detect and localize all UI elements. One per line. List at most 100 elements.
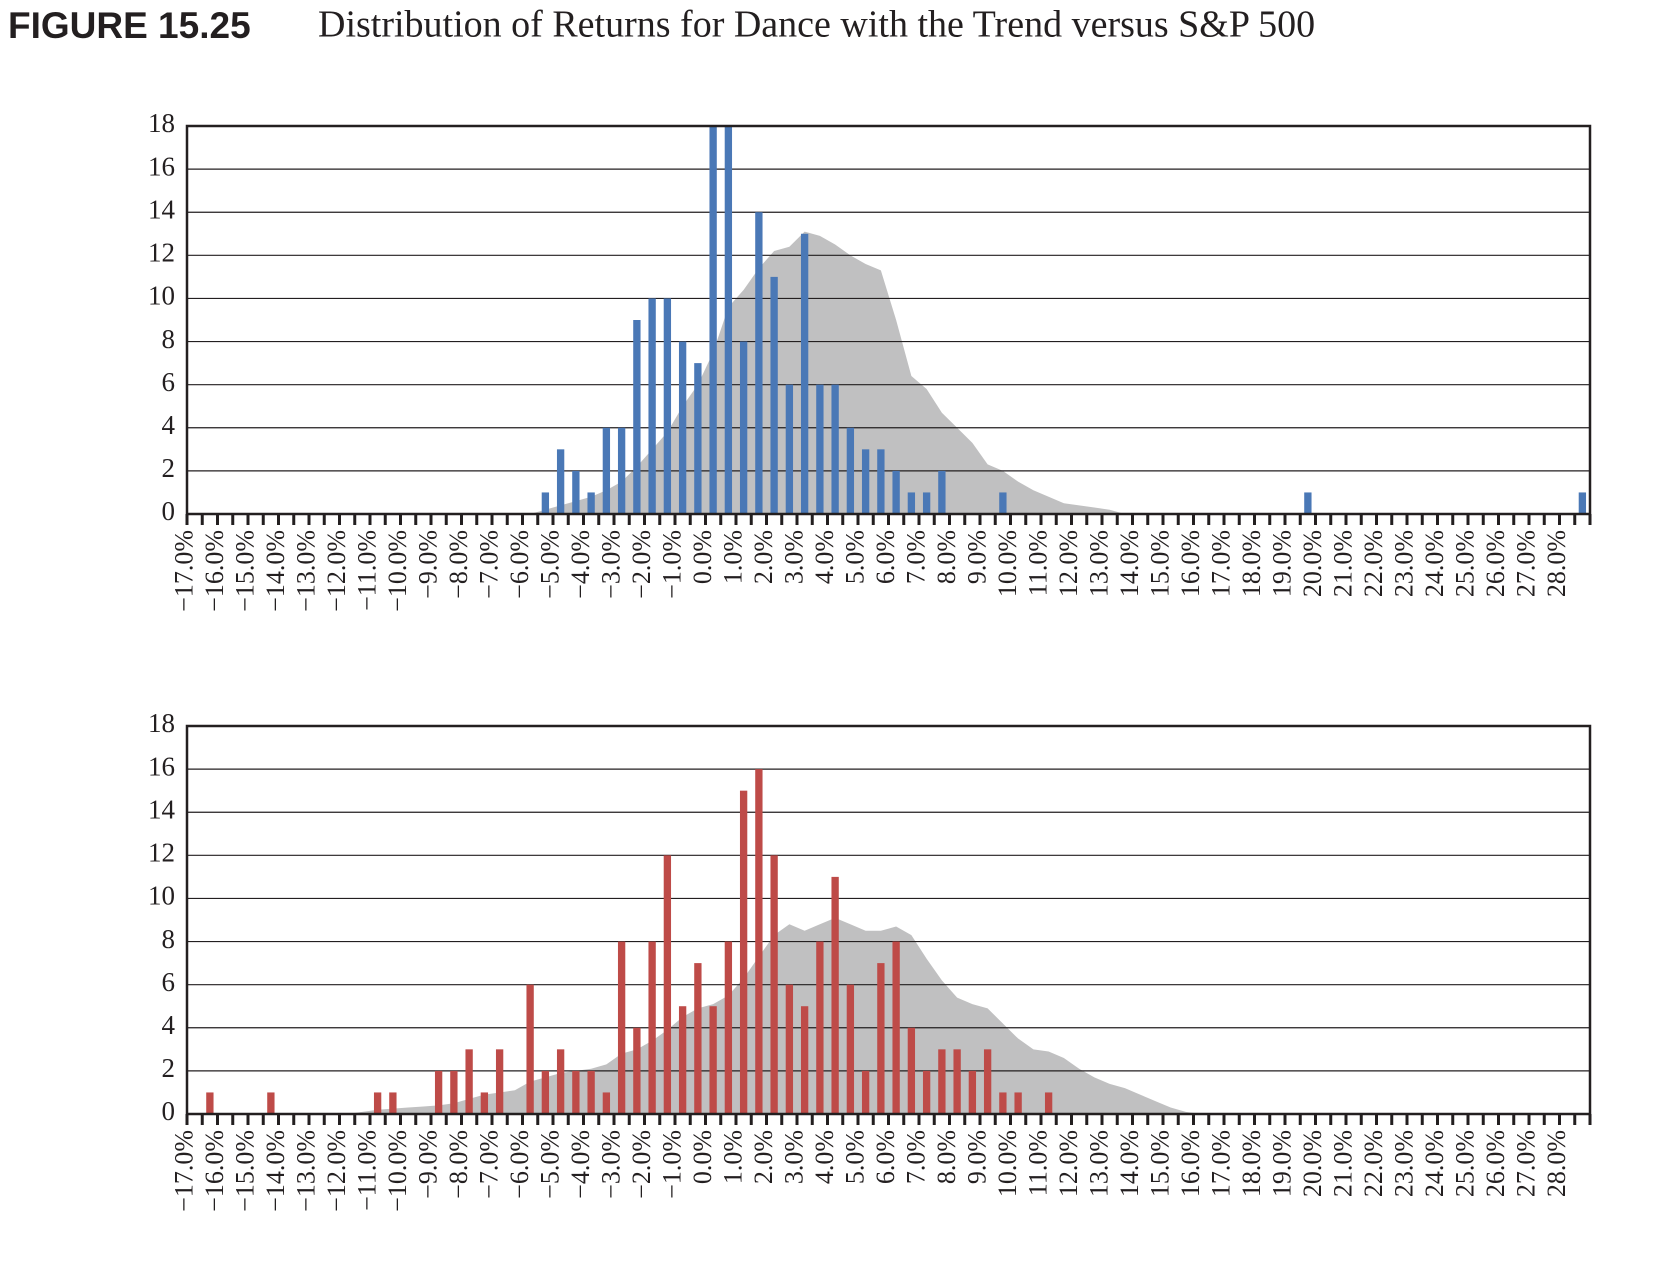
x-tick-label: 6.0% bbox=[871, 1130, 900, 1184]
x-tick-label: −7.0% bbox=[475, 530, 504, 599]
x-tick-label: 20.0% bbox=[1298, 1130, 1327, 1197]
bar bbox=[541, 492, 550, 514]
x-tick-label: 25.0% bbox=[1451, 530, 1480, 597]
x-tick-label: 0.0% bbox=[688, 530, 717, 584]
bar bbox=[785, 984, 794, 1114]
x-tick-label: −9.0% bbox=[414, 530, 443, 599]
area bbox=[194, 231, 1583, 514]
x-tick-label: 13.0% bbox=[1085, 530, 1114, 597]
x-tick-label: −7.0% bbox=[475, 1130, 504, 1199]
y-tick-label: 14 bbox=[148, 794, 176, 824]
bar bbox=[541, 1070, 550, 1114]
x-tick-label: −14.0% bbox=[261, 530, 290, 612]
x-tick-label: 12.0% bbox=[1054, 1130, 1083, 1197]
y-tick-label: 16 bbox=[148, 151, 175, 181]
y-tick-label: 14 bbox=[148, 194, 176, 224]
bar bbox=[556, 449, 565, 514]
y-tick-label: 4 bbox=[162, 1010, 176, 1040]
bar bbox=[694, 963, 702, 1114]
bar bbox=[861, 1070, 870, 1114]
x-tick-label: 1.0% bbox=[719, 1130, 748, 1184]
bar bbox=[206, 1092, 214, 1114]
x-tick-label: 4.0% bbox=[810, 530, 839, 584]
x-tick-label: 8.0% bbox=[932, 1130, 961, 1184]
y-tick-label: 0 bbox=[162, 496, 176, 526]
x-tick-label: 10.0% bbox=[993, 530, 1022, 597]
y-tick-label: 10 bbox=[148, 281, 175, 311]
x-tick-label: −4.0% bbox=[566, 1130, 595, 1199]
x-tick-label: −2.0% bbox=[627, 530, 656, 599]
x-tick-label: 2.0% bbox=[749, 530, 778, 584]
y-tick-label: 2 bbox=[162, 1053, 176, 1083]
bar bbox=[770, 276, 778, 514]
x-tick-label: −11.0% bbox=[353, 1130, 382, 1211]
x-tick-label: 16.0% bbox=[1176, 530, 1205, 597]
bar bbox=[267, 1092, 275, 1114]
bar bbox=[938, 1049, 946, 1114]
bar bbox=[709, 1006, 717, 1114]
x-tick-label: −10.0% bbox=[383, 1130, 412, 1212]
x-tick-label: −15.0% bbox=[231, 530, 260, 612]
y-tick-label: 6 bbox=[162, 367, 176, 397]
x-tick-label: −13.0% bbox=[292, 1130, 321, 1212]
bar bbox=[816, 384, 824, 514]
x-tick-label: 18.0% bbox=[1237, 530, 1266, 597]
bar bbox=[739, 341, 748, 514]
bar bbox=[724, 941, 733, 1114]
bar bbox=[999, 1092, 1007, 1114]
bar bbox=[877, 449, 885, 514]
y-tick-label: 8 bbox=[162, 924, 176, 954]
bar bbox=[983, 1049, 992, 1114]
x-tick-label: −1.0% bbox=[658, 530, 687, 599]
x-tick-label: 1.0% bbox=[719, 530, 748, 584]
bar bbox=[663, 855, 672, 1114]
x-tick-label: −16.0% bbox=[200, 530, 229, 612]
x-tick-label: 24.0% bbox=[1420, 530, 1449, 597]
bar bbox=[1014, 1092, 1022, 1114]
bar bbox=[755, 212, 763, 514]
x-tick-label: 15.0% bbox=[1146, 530, 1175, 597]
bar bbox=[938, 470, 946, 514]
bar bbox=[572, 470, 580, 514]
x-tick-label: −9.0% bbox=[414, 1130, 443, 1199]
bar bbox=[694, 363, 702, 514]
bar bbox=[465, 1049, 473, 1114]
x-tick-label: −3.0% bbox=[597, 530, 626, 599]
x-tick-label: 8.0% bbox=[932, 530, 961, 584]
bar bbox=[816, 941, 824, 1114]
x-tick-label: −10.0% bbox=[383, 530, 412, 612]
x-tick-label: 21.0% bbox=[1329, 1130, 1358, 1197]
x-tick-label: 28.0% bbox=[1542, 530, 1571, 597]
x-tick-label: 11.0% bbox=[1024, 530, 1053, 596]
bar bbox=[556, 1049, 565, 1114]
x-tick-label: 19.0% bbox=[1268, 530, 1297, 597]
y-tick-label: 18 bbox=[148, 108, 175, 138]
bar bbox=[846, 984, 855, 1114]
x-tick-label: 23.0% bbox=[1390, 530, 1419, 597]
x-tick-label: 12.0% bbox=[1054, 530, 1083, 597]
x-tick-label: 14.0% bbox=[1115, 530, 1144, 597]
x-tick-label: −6.0% bbox=[505, 530, 534, 599]
x-tick-label: 20.0% bbox=[1298, 530, 1327, 597]
bar bbox=[922, 492, 931, 514]
x-tick-label: 22.0% bbox=[1359, 1130, 1388, 1197]
x-tick-label: 22.0% bbox=[1359, 530, 1388, 597]
x-tick-label: 27.0% bbox=[1512, 1130, 1541, 1197]
x-tick-label: −13.0% bbox=[292, 530, 321, 612]
x-tick-label: 0.0% bbox=[688, 1130, 717, 1184]
x-tick-label: −16.0% bbox=[200, 1130, 229, 1212]
bar bbox=[892, 470, 900, 514]
bar bbox=[572, 1070, 580, 1114]
x-tick-label: −5.0% bbox=[536, 1130, 565, 1199]
x-tick-label: 23.0% bbox=[1390, 1130, 1419, 1197]
bar bbox=[755, 769, 763, 1114]
bar bbox=[861, 449, 870, 514]
y-tick-label: 8 bbox=[162, 324, 176, 354]
x-tick-label: 19.0% bbox=[1268, 1130, 1297, 1197]
x-tick-label: 17.0% bbox=[1207, 530, 1236, 597]
bar bbox=[663, 298, 672, 514]
bar bbox=[968, 1070, 977, 1114]
bar bbox=[602, 427, 611, 514]
bar bbox=[907, 492, 916, 514]
x-tick-label: −1.0% bbox=[658, 1130, 687, 1199]
